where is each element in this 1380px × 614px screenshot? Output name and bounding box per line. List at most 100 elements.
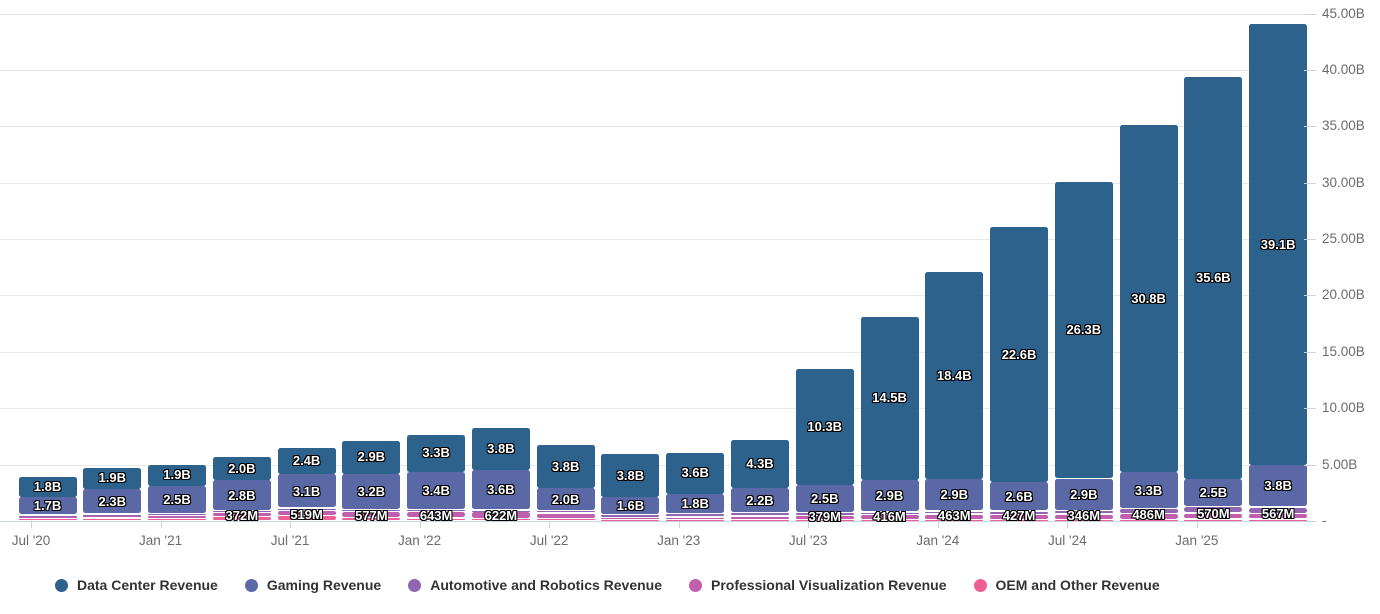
segment-data-center[interactable]	[860, 316, 919, 481]
segment-data-center[interactable]	[18, 477, 77, 498]
segment-gaming[interactable]	[990, 481, 1049, 511]
segment-professional-visualization[interactable]	[1184, 513, 1243, 519]
segment-gaming[interactable]	[18, 497, 77, 515]
segment-professional-visualization[interactable]	[860, 515, 919, 519]
segment-automotive-and-robotics[interactable]	[1184, 507, 1243, 513]
segment-professional-visualization[interactable]	[148, 515, 207, 518]
segment-automotive-and-robotics[interactable]	[990, 511, 1049, 514]
segment-data-center[interactable]	[1054, 182, 1113, 479]
segment-professional-visualization[interactable]	[730, 516, 789, 519]
segment-professional-visualization[interactable]	[1249, 514, 1308, 519]
segment-automotive-and-robotics[interactable]	[471, 510, 530, 512]
segment-gaming[interactable]	[212, 480, 271, 510]
segment-professional-visualization[interactable]	[536, 513, 595, 518]
legend-item-data-center[interactable]: Data Center Revenue	[55, 577, 218, 593]
segment-automotive-and-robotics[interactable]	[342, 510, 401, 512]
segment-professional-visualization[interactable]	[601, 517, 660, 519]
segment-gaming[interactable]	[925, 479, 984, 511]
segment-oem-and-other[interactable]	[471, 519, 530, 521]
segment-automotive-and-robotics[interactable]	[148, 514, 207, 516]
segment-gaming[interactable]	[860, 480, 919, 512]
segment-oem-and-other[interactable]	[212, 517, 271, 520]
segment-gaming[interactable]	[601, 497, 660, 514]
segment-oem-and-other[interactable]	[860, 520, 919, 522]
segment-data-center[interactable]	[795, 368, 854, 486]
segment-oem-and-other[interactable]	[277, 516, 336, 520]
segment-gaming[interactable]	[407, 471, 466, 509]
segment-automotive-and-robotics[interactable]	[212, 511, 271, 513]
segment-oem-and-other[interactable]	[730, 520, 789, 522]
segment-oem-and-other[interactable]	[925, 519, 984, 521]
segment-professional-visualization[interactable]	[1119, 514, 1178, 519]
legend-item-automotive[interactable]: Automotive and Robotics Revenue	[408, 577, 662, 593]
segment-data-center[interactable]	[407, 434, 466, 472]
segment-oem-and-other[interactable]	[990, 520, 1049, 522]
segment-automotive-and-robotics[interactable]	[730, 513, 789, 516]
segment-automotive-and-robotics[interactable]	[18, 515, 77, 517]
segment-data-center[interactable]	[83, 467, 142, 490]
segment-gaming[interactable]	[730, 488, 789, 513]
segment-gaming[interactable]	[83, 489, 142, 514]
segment-automotive-and-robotics[interactable]	[1249, 507, 1308, 513]
segment-data-center[interactable]	[277, 447, 336, 475]
segment-oem-and-other[interactable]	[83, 518, 142, 520]
segment-data-center[interactable]	[148, 464, 207, 487]
segment-gaming[interactable]	[148, 486, 207, 513]
segment-data-center[interactable]	[342, 440, 401, 474]
segment-automotive-and-robotics[interactable]	[1054, 510, 1113, 514]
segment-gaming[interactable]	[277, 474, 336, 508]
segment-professional-visualization[interactable]	[18, 517, 77, 519]
legend-item-oem-other[interactable]: OEM and Other Revenue	[973, 577, 1160, 593]
segment-professional-visualization[interactable]	[212, 513, 271, 516]
segment-data-center[interactable]	[1119, 125, 1178, 473]
segment-gaming[interactable]	[1119, 472, 1178, 508]
segment-gaming[interactable]	[666, 493, 725, 513]
segment-oem-and-other[interactable]	[1249, 519, 1308, 521]
segment-automotive-and-robotics[interactable]	[795, 513, 854, 515]
segment-professional-visualization[interactable]	[407, 511, 466, 518]
segment-professional-visualization[interactable]	[277, 510, 336, 515]
legend-item-professional-visualization[interactable]: Professional Visualization Revenue	[689, 577, 947, 593]
segment-gaming[interactable]	[1054, 478, 1113, 510]
segment-gaming[interactable]	[342, 474, 401, 509]
segment-data-center[interactable]	[1249, 24, 1308, 466]
segment-automotive-and-robotics[interactable]	[601, 515, 660, 517]
segment-automotive-and-robotics[interactable]	[277, 508, 336, 510]
segment-data-center[interactable]	[925, 271, 984, 480]
segment-oem-and-other[interactable]	[18, 519, 77, 521]
segment-gaming[interactable]	[1249, 465, 1308, 507]
segment-data-center[interactable]	[990, 227, 1049, 482]
segment-automotive-and-robotics[interactable]	[83, 514, 142, 516]
segment-gaming[interactable]	[795, 485, 854, 512]
segment-automotive-and-robotics[interactable]	[925, 511, 984, 514]
segment-gaming[interactable]	[536, 488, 595, 510]
segment-oem-and-other[interactable]	[1054, 520, 1113, 521]
segment-professional-visualization[interactable]	[795, 515, 854, 519]
segment-gaming[interactable]	[471, 469, 530, 510]
segment-gaming[interactable]	[1184, 478, 1243, 506]
segment-automotive-and-robotics[interactable]	[407, 510, 466, 512]
segment-oem-and-other[interactable]	[536, 519, 595, 521]
segment-professional-visualization[interactable]	[1054, 514, 1113, 519]
segment-data-center[interactable]	[1184, 77, 1243, 479]
segment-automotive-and-robotics[interactable]	[536, 511, 595, 513]
segment-data-center[interactable]	[601, 454, 660, 498]
legend-item-gaming[interactable]: Gaming Revenue	[244, 577, 381, 593]
segment-oem-and-other[interactable]	[601, 520, 660, 522]
segment-data-center[interactable]	[536, 445, 595, 489]
segment-professional-visualization[interactable]	[471, 512, 530, 518]
segment-oem-and-other[interactable]	[407, 518, 466, 520]
segment-professional-visualization[interactable]	[925, 514, 984, 519]
segment-professional-visualization[interactable]	[666, 517, 725, 519]
segment-oem-and-other[interactable]	[666, 520, 725, 522]
segment-oem-and-other[interactable]	[1119, 519, 1178, 521]
segment-oem-and-other[interactable]	[1184, 519, 1243, 521]
segment-data-center[interactable]	[471, 427, 530, 470]
segment-data-center[interactable]	[212, 457, 271, 481]
segment-professional-visualization[interactable]	[83, 516, 142, 518]
segment-data-center[interactable]	[730, 439, 789, 489]
segment-oem-and-other[interactable]	[795, 520, 854, 522]
segment-automotive-and-robotics[interactable]	[1119, 509, 1178, 514]
segment-professional-visualization[interactable]	[990, 515, 1049, 519]
segment-automotive-and-robotics[interactable]	[666, 514, 725, 517]
